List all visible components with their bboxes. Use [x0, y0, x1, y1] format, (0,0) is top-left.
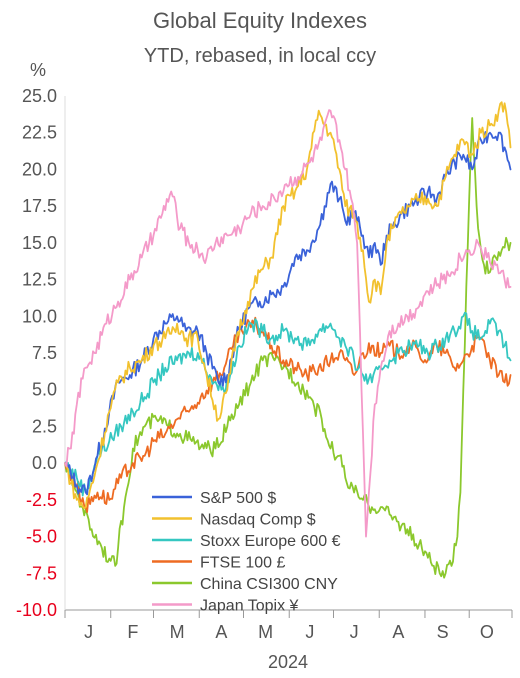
x-tick-label: J [305, 622, 314, 642]
y-tick-label: 5.0 [32, 380, 57, 400]
y-tick-label: -2.5 [26, 490, 57, 510]
x-tick-label: J [350, 622, 359, 642]
y-tick-label: -10.0 [16, 600, 57, 620]
y-tick-label: 25.0 [22, 86, 57, 106]
legend-label: FTSE 100 £ [200, 555, 285, 572]
y-tick-label: -7.5 [26, 563, 57, 583]
series-line-5 [64, 109, 512, 538]
legend-label: S&P 500 $ [200, 490, 276, 507]
y-tick-label: 2.5 [32, 416, 57, 436]
x-tick-label: A [392, 622, 404, 642]
x-tick-label: S [437, 622, 449, 642]
x-tick-label: M [170, 622, 185, 642]
chart-subtitle: YTD, rebased, in local ccy [144, 45, 376, 67]
x-axis-year-label: 2024 [268, 652, 308, 672]
y-tick-label: 0.0 [32, 453, 57, 473]
legend-label: Japan Topix ¥ [200, 598, 299, 615]
chart-title: Global Equity Indexes [153, 8, 367, 33]
y-tick-label: 10.0 [22, 306, 57, 326]
legend: S&P 500 $ Nasdaq Comp $ Stoxx Europe 600 €… [152, 490, 341, 615]
legend-label: China CSI300 CNY [200, 576, 338, 593]
y-tick-label: 17.5 [22, 196, 57, 216]
y-tick-label: 15.0 [22, 233, 57, 253]
series-line-1 [64, 101, 512, 509]
x-tick-label: F [127, 622, 138, 642]
y-tick-label: 20.0 [22, 159, 57, 179]
series-layer [64, 101, 512, 579]
legend-label: Stoxx Europe 600 € [200, 533, 341, 550]
y-tick-label: -5.0 [26, 527, 57, 547]
x-tick-label: O [480, 622, 494, 642]
series-line-4 [64, 117, 512, 579]
y-tick-label: 7.5 [32, 343, 57, 363]
y-tick-label: 22.5 [22, 123, 57, 143]
y-tick-label: 12.5 [22, 270, 57, 290]
series-line-0 [64, 131, 512, 496]
x-tick-label: A [215, 622, 227, 642]
y-axis-unit-label: % [30, 60, 46, 80]
series-line-2 [64, 311, 512, 497]
x-tick-label: M [258, 622, 273, 642]
legend-label: Nasdaq Comp $ [200, 512, 316, 529]
ticks-layer: 25.0 22.5 20.0 17.5 15.0 12.5 10.0 7.5 5.0 2.5 0.0… [16, 86, 494, 642]
x-tick-label: J [84, 622, 93, 642]
axes-layer [64, 96, 513, 618]
